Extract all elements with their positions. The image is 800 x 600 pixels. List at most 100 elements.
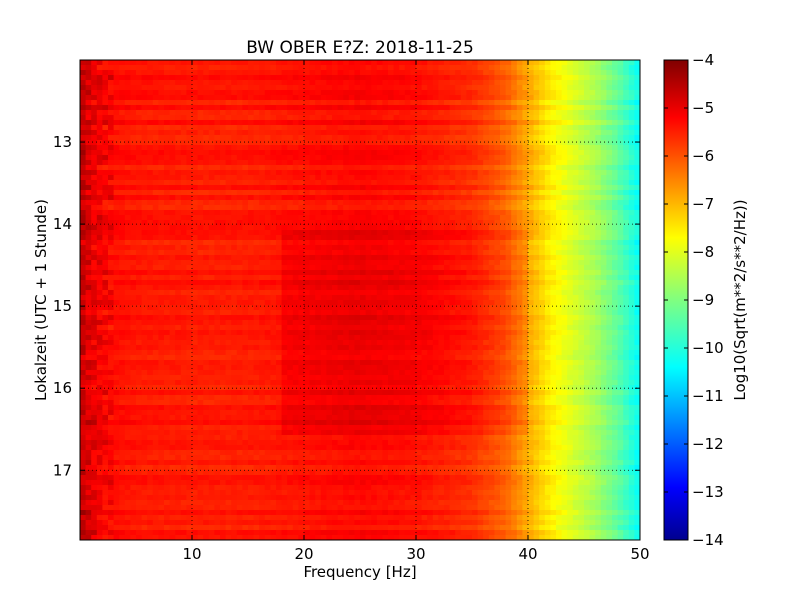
heatmap-cell (511, 285, 518, 291)
heatmap-cell (287, 275, 294, 281)
heatmap-cell (225, 160, 232, 166)
heatmap-cell (399, 130, 406, 136)
heatmap-cell (388, 285, 395, 291)
heatmap-cell (404, 240, 411, 246)
heatmap-cell (354, 225, 361, 231)
heatmap-cell (164, 165, 171, 171)
heatmap-cell (455, 145, 462, 151)
heatmap-cell (393, 155, 400, 161)
heatmap-cell (600, 95, 607, 101)
heatmap-cell (371, 240, 378, 246)
heatmap-cell (460, 120, 467, 126)
heatmap-cell (281, 175, 288, 181)
heatmap-cell (539, 85, 546, 91)
heatmap-cell (416, 290, 423, 296)
heatmap-cell (102, 90, 109, 96)
heatmap-cell (449, 205, 456, 211)
heatmap-cell (427, 210, 434, 216)
heatmap-cell (236, 195, 243, 201)
heatmap-cell (522, 165, 529, 171)
heatmap-cell (399, 205, 406, 211)
heatmap-cell (203, 245, 210, 251)
heatmap-cell (236, 60, 243, 66)
heatmap-cell (287, 225, 294, 231)
heatmap-cell (253, 150, 260, 156)
heatmap-cell (242, 160, 249, 166)
heatmap-cell (242, 275, 249, 281)
heatmap-cell (550, 90, 557, 96)
heatmap-cell (180, 240, 187, 246)
heatmap-cell (80, 250, 87, 256)
heatmap-cell (628, 135, 635, 141)
heatmap-cell (376, 80, 383, 86)
heatmap-cell (343, 110, 350, 116)
heatmap-cell (427, 135, 434, 141)
heatmap-cell (393, 100, 400, 106)
heatmap-cell (371, 230, 378, 236)
heatmap-cell (124, 125, 131, 131)
heatmap-cell (136, 265, 143, 271)
heatmap-cell (113, 75, 120, 81)
heatmap-cell (516, 275, 523, 281)
heatmap-cell (292, 175, 299, 181)
heatmap-cell (287, 170, 294, 176)
heatmap-cell (287, 190, 294, 196)
heatmap-cell (432, 160, 439, 166)
heatmap-cell (197, 115, 204, 121)
heatmap-cell (528, 230, 535, 236)
heatmap-cell (175, 115, 182, 121)
heatmap-cell (488, 115, 495, 121)
heatmap-cell (494, 275, 501, 281)
heatmap-cell (214, 125, 221, 131)
heatmap-cell (343, 65, 350, 71)
heatmap-cell (427, 255, 434, 261)
heatmap-cell (309, 230, 316, 236)
heatmap-cell (332, 70, 339, 76)
heatmap-cell (85, 305, 92, 311)
heatmap-cell (85, 165, 92, 171)
heatmap-cell (208, 70, 215, 76)
heatmap-cell (505, 60, 512, 66)
heatmap-cell (628, 255, 635, 261)
heatmap-cell (528, 280, 535, 286)
heatmap-cell (281, 95, 288, 101)
heatmap-cell (550, 270, 557, 276)
heatmap-cell (584, 225, 591, 231)
heatmap-cell (113, 60, 120, 66)
heatmap-cell (337, 105, 344, 111)
heatmap-cell (320, 95, 327, 101)
heatmap-cell (80, 165, 87, 171)
heatmap-cell (192, 280, 199, 286)
heatmap-cell (332, 235, 339, 241)
heatmap-cell (595, 175, 602, 181)
heatmap-cell (500, 65, 507, 71)
heatmap-cell (309, 100, 316, 106)
heatmap-cell (556, 255, 563, 261)
heatmap-cell (203, 280, 210, 286)
heatmap-cell (533, 105, 540, 111)
heatmap-cell (589, 175, 596, 181)
heatmap-cell (416, 130, 423, 136)
heatmap-cell (617, 135, 624, 141)
heatmap-cell (220, 225, 227, 231)
heatmap-cell (309, 165, 316, 171)
heatmap-cell (276, 140, 283, 146)
heatmap-cell (220, 110, 227, 116)
heatmap-cell (550, 175, 557, 181)
heatmap-cell (197, 170, 204, 176)
heatmap-cell (550, 245, 557, 251)
heatmap-cell (332, 275, 339, 281)
heatmap-cell (365, 275, 372, 281)
heatmap-cell (488, 65, 495, 71)
heatmap-cell (432, 250, 439, 256)
heatmap-cell (85, 145, 92, 151)
heatmap-cell (516, 150, 523, 156)
heatmap-cell (360, 185, 367, 191)
heatmap-cell (248, 200, 255, 206)
heatmap-cell (152, 215, 159, 221)
heatmap-cell (360, 195, 367, 201)
heatmap-cell (102, 280, 109, 286)
heatmap-cell (264, 85, 271, 91)
heatmap-cell (124, 120, 131, 126)
heatmap-cell (438, 115, 445, 121)
